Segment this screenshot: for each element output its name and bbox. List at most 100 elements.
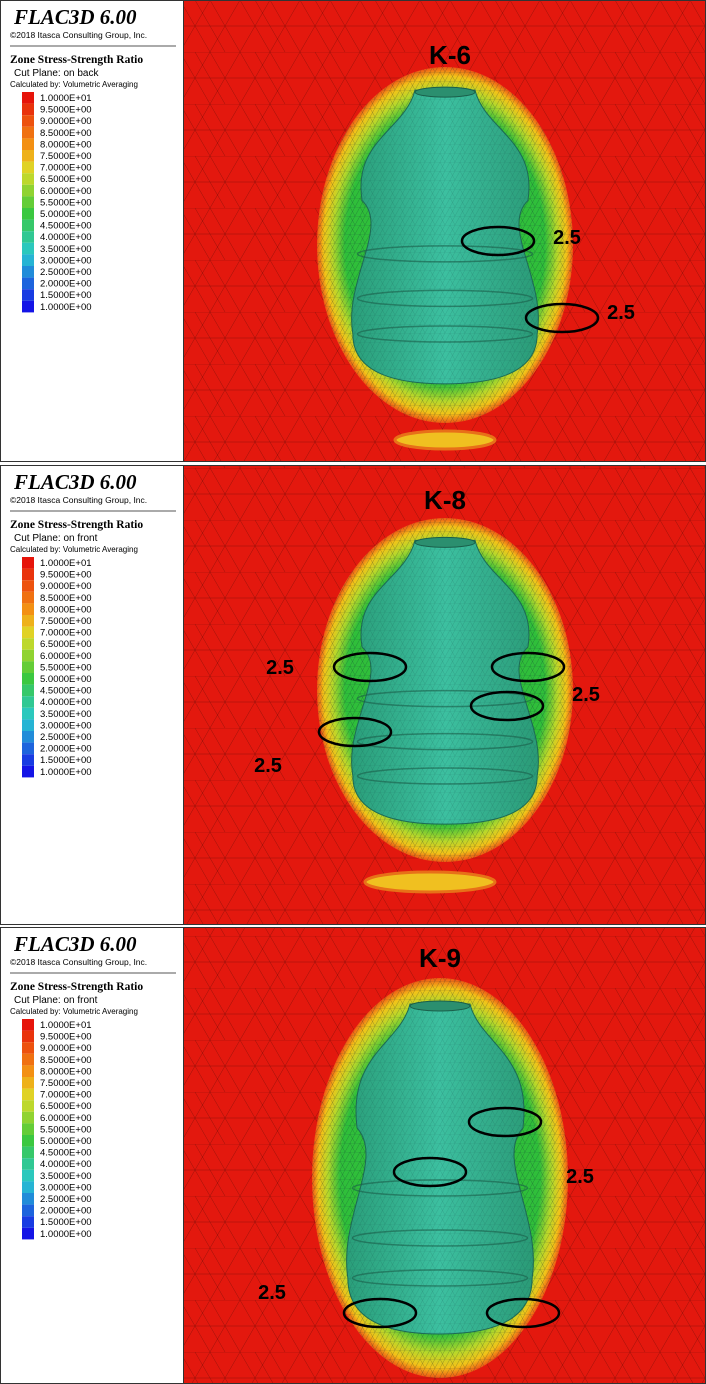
legend-entry: 2.5000E+00 [40,732,92,743]
legend-entry: 5.5000E+00 [40,1124,92,1135]
legend-swatch [22,242,34,255]
legend-swatch [22,649,34,662]
legend-swatch [22,603,34,615]
legend-entry: 5.0000E+00 [40,1136,92,1147]
legend-swatch [22,568,34,581]
cavern-roof [409,1000,471,1012]
legend-swatch [22,638,34,650]
legend-entry: 3.0000E+00 [40,255,92,266]
legend-swatch [22,1216,34,1228]
legend-entry: 8.0000E+00 [40,139,92,150]
highlight-ellipse [485,1297,561,1329]
legend-entry: 6.5000E+00 [40,639,92,650]
highlight-ellipse [469,690,545,722]
legend-swatch [22,161,34,174]
legend-entry: 1.5000E+00 [40,290,92,301]
highlight-ellipse [490,651,566,683]
legend-swatch [22,300,34,313]
cavern-ring [351,1179,529,1197]
legend-entry: 2.0000E+00 [40,279,92,290]
legend-entry: 9.5000E+00 [40,105,92,116]
legend-swatch [22,231,34,243]
legend-swatch [22,557,34,569]
legend-entry: 9.0000E+00 [40,1043,92,1054]
legend-entry: 7.5000E+00 [40,616,92,627]
legend-swatch [22,1053,34,1066]
legend-swatch [22,615,34,627]
legend-swatch [22,1227,34,1240]
model-view [184,0,706,462]
highlight-ellipse [524,302,600,334]
legend-entry: 8.5000E+00 [40,1055,92,1066]
legend-entry: 1.0000E+00 [40,767,92,778]
legend-entry: 6.5000E+00 [40,174,92,185]
legend-swatch [22,266,34,278]
annotation: 2.5 [566,1166,594,1188]
legend-swatch [22,138,34,150]
legend-swatch [22,1181,34,1193]
legend-entry: 9.5000E+00 [40,570,92,581]
cut-plane: Cut Plane: on front [14,533,98,544]
legend-swatch [22,754,34,766]
legend-entry: 2.0000E+00 [40,1206,92,1217]
legend-entry: 8.5000E+00 [40,593,92,604]
case-label: K-8 [424,485,466,515]
legend-entry: 4.5000E+00 [40,221,92,232]
legend-entry: 8.0000E+00 [40,604,92,615]
highlight-ellipse [332,651,408,683]
legend-swatch [22,1146,34,1159]
legend-entry: 1.0000E+01 [40,93,92,104]
annotation: 2.5 [572,684,600,706]
legend-entry: 5.5000E+00 [40,197,92,208]
legend-entry: 1.0000E+01 [40,1020,92,1031]
panel: FLAC3D 6.00©2018 Itasca Consulting Group… [0,465,706,925]
legend-swatch [22,661,34,673]
floor-zone [393,429,497,451]
legend-swatch [22,277,34,290]
legend-entry: 4.0000E+00 [40,697,92,708]
legend-swatch [22,1204,34,1217]
legend-entry: 5.5000E+00 [40,662,92,673]
legend-swatch [22,765,34,778]
legend-swatch [22,626,34,639]
highlight-ellipse [467,1106,543,1138]
legend-entry: 3.0000E+00 [40,1182,92,1193]
legend-swatch [22,1077,34,1089]
legend-title: Zone Stress-Strength Ratio [10,54,143,66]
legend-swatch [22,208,34,220]
legend-entry: 1.5000E+00 [40,755,92,766]
model-view [184,465,706,925]
legend-swatch [22,103,34,116]
legend-entry: 7.0000E+00 [40,163,92,174]
legend-entry: 6.0000E+00 [40,1113,92,1124]
legend-entry: 5.0000E+00 [40,209,92,220]
legend-swatch [22,254,34,266]
legend-swatch [22,707,34,720]
panel: FLAC3D 6.00©2018 Itasca Consulting Group… [0,0,706,462]
cavern-mesh [346,1004,534,1334]
legend-entry: 3.5000E+00 [40,244,92,255]
legend-entry: 4.5000E+00 [40,686,92,697]
legend-swatch [22,731,34,743]
legend-swatch [22,719,34,731]
case-label: K-6 [429,40,471,70]
legend-entry: 4.5000E+00 [40,1148,92,1159]
legend-swatch [22,115,34,127]
highlight-ellipse [392,1156,468,1188]
copyright: ©2018 Itasca Consulting Group, Inc. [10,495,147,505]
annotation: 2.5 [266,657,294,679]
legend-entry: 9.0000E+00 [40,116,92,127]
calculated-by: Calculated by: Volumetric Averaging [10,80,138,89]
legend-swatch [22,126,34,139]
legend-title: Zone Stress-Strength Ratio [10,519,143,531]
legend-swatch [22,289,34,301]
legend-entry: 3.0000E+00 [40,720,92,731]
copyright: ©2018 Itasca Consulting Group, Inc. [10,957,147,967]
calculated-by: Calculated by: Volumetric Averaging [10,545,138,554]
legend-entry: 8.0000E+00 [40,1066,92,1077]
legend-swatch [22,1100,34,1112]
software-title: FLAC3D 6.00 [13,932,137,956]
cavern-roof [414,536,476,548]
